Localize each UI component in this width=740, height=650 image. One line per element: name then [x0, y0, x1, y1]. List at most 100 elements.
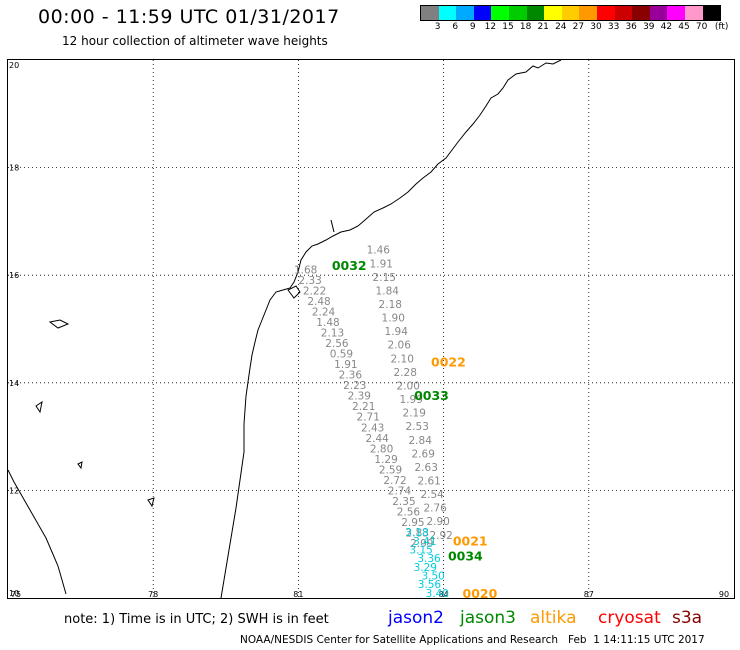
small-island-a: [48, 319, 70, 329]
colorbar-tick-label: 21: [537, 22, 549, 32]
wave-height-label: 2.39: [348, 391, 371, 403]
wave-height-label: 2.56: [325, 338, 349, 350]
small-island-c: [147, 497, 155, 508]
lat-tick-label: 10: [9, 589, 19, 598]
wave-height-label: 2.19: [403, 408, 426, 420]
grid-lines: [8, 60, 734, 598]
colorbar-swatch: [579, 6, 597, 20]
lon-tick-label: 75: [11, 590, 21, 598]
altimeter-track: 1.682.332.222.482.241.482.132.560.591.91…: [294, 245, 498, 601]
wave-height-label-cyan: 3.41: [413, 536, 436, 548]
wave-height-label: 2.10: [391, 353, 414, 365]
wave-height-label: 2.00: [397, 380, 420, 392]
lat-tick-label: 16: [9, 271, 19, 280]
coast-inlet: [330, 219, 335, 233]
wave-height-label: 2.59: [379, 464, 402, 476]
colorbar-swatch: [561, 6, 580, 20]
colorbar-swatch: [544, 6, 562, 20]
wave-height-label: 2.48: [307, 296, 330, 308]
pass-id-label: 0020: [463, 586, 498, 598]
colorbar-labels: 3 6 9 12 15 18 21 24 27 30 33 36 39 42 45 70 (ft): [420, 22, 738, 34]
colorbar-tick-label: 6: [452, 22, 459, 32]
colorbar-tick-label: 12: [484, 22, 497, 32]
colorbar-tick-label: 33: [607, 22, 620, 32]
wave-height-label: 2.92: [429, 530, 452, 542]
wave-height-label: 2.84: [409, 435, 433, 447]
wave-height-label-cyan: 3.15: [409, 544, 432, 556]
colorbar-swatch: [456, 6, 474, 20]
colorbar-tick-label: 9: [469, 22, 476, 32]
lat-tick-label: 14: [9, 379, 19, 388]
colorbar-tick-label: 42: [660, 22, 673, 32]
wave-height-label-cyan: 3.36: [417, 553, 441, 565]
wave-height-label: 2.54: [420, 489, 444, 501]
colorbar-swatch: [491, 6, 509, 20]
colorbar-swatch: [473, 6, 492, 20]
colorbar-tick-label: 70: [695, 22, 708, 32]
wave-height-label: 2.28: [394, 367, 417, 379]
pass-id-label: 0032: [332, 258, 367, 273]
wave-height-label: 2.33: [298, 275, 321, 287]
wave-height-label: 2.71: [357, 412, 380, 424]
coastline: [7, 59, 562, 599]
lon-tick-label: 78: [148, 590, 158, 598]
lon-tick-label: 84: [439, 590, 449, 598]
wave-height-label: 2.43: [361, 422, 384, 434]
wave-height-label: 2.24: [312, 307, 336, 319]
footer-note: note: 1) Time is in UTC; 2) SWH is in fe…: [64, 612, 329, 627]
lat-tick-label: 18: [9, 164, 19, 173]
legend-altika: altika: [530, 608, 577, 628]
wave-height-label: 1.48: [316, 317, 339, 329]
colorbar-tick-label: 24: [555, 22, 567, 32]
wave-height-label: 1.90: [382, 313, 405, 325]
map-plot[interactable]: 75 78 81 84 87 90 20 18 16 14 12 10 1.68 2.33 2.22 2.4…: [7, 59, 735, 601]
wave-height-label: 2.72: [383, 475, 406, 487]
colorbar-swatch: [526, 6, 545, 20]
colorbar-unit: (ft): [714, 22, 729, 32]
wave-height-label: 2.74: [388, 485, 412, 497]
wave-height-label: 2.15: [373, 272, 396, 284]
map-subtitle: 12 hour collection of altimeter wave hei…: [62, 34, 328, 48]
lon-tick-label: 87: [584, 590, 594, 598]
pass-id-label: 0034: [448, 548, 483, 563]
wave-height-label: 1.99: [400, 394, 423, 406]
small-island-d: [77, 461, 83, 470]
wave-height-label: 1.94: [385, 326, 409, 338]
wave-height-label: 1.91: [370, 258, 393, 270]
pass-id-label: 0033: [414, 388, 449, 403]
colorbar-swatch: [684, 6, 703, 20]
lat-tick-label: 12: [9, 486, 19, 495]
colorbar-tick-label: 36: [625, 22, 637, 32]
wave-height-label: 2.90: [426, 516, 449, 528]
wave-height-label: 2.56: [397, 506, 421, 518]
lon-tick-label: 81: [293, 590, 303, 598]
colorbar-tick-label: 30: [590, 22, 602, 32]
credit-line: NOAA/NESDIS Center for Satellite Applica…: [240, 634, 705, 646]
sri-lanka-west: [7, 469, 67, 595]
wave-height-label: 2.35: [392, 496, 415, 508]
wave-height-label: 1.29: [374, 454, 397, 466]
pass-id-label: 0022: [431, 355, 466, 370]
legend-s3a: s3a: [672, 608, 703, 628]
wave-height-label: 2.83: [406, 527, 429, 539]
wave-height-label: 1.46: [367, 245, 391, 257]
wave-height-colorbar: [420, 5, 722, 21]
wave-height-label: 2.63: [415, 462, 438, 474]
wave-height-label-cyan: 3.40: [426, 588, 449, 598]
india-east-coast: [220, 59, 562, 599]
wave-height-label: 2.44: [365, 433, 389, 445]
wave-height-label: 2.18: [379, 299, 402, 311]
wave-height-label-cyan: 3.56: [418, 579, 442, 591]
wave-height-label: 2.53: [406, 421, 429, 433]
colorbar-tick-label: 45: [678, 22, 690, 32]
colorbar-swatch: [438, 6, 457, 20]
small-island-b: [35, 400, 43, 414]
colorbar-tick-label: 3: [434, 22, 441, 32]
legend-cryosat: cryosat: [598, 608, 661, 628]
wave-height-label: 1.84: [376, 285, 400, 297]
wave-height-label: 2.36: [339, 370, 363, 382]
legend-jason2: jason2: [388, 608, 444, 628]
map-title: 00:00 - 11:59 UTC 01/31/2017: [38, 6, 340, 28]
colorbar-swatch: [421, 6, 439, 20]
colorbar-tick-label: 39: [643, 22, 655, 32]
